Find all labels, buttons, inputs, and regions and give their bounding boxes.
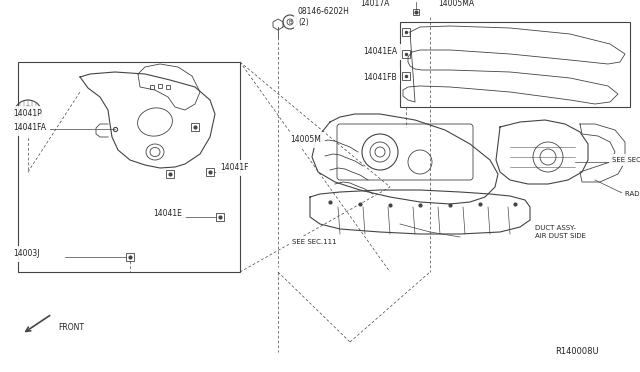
- Text: 14041E: 14041E: [153, 209, 182, 218]
- Bar: [126, 253, 134, 261]
- Text: 14041P: 14041P: [13, 109, 42, 119]
- Text: 14003J: 14003J: [13, 250, 40, 259]
- Text: R140008U: R140008U: [555, 347, 598, 356]
- Bar: [206, 168, 214, 176]
- Bar: [400, 22, 630, 107]
- Text: 14017A: 14017A: [360, 0, 389, 9]
- Text: 14041EA: 14041EA: [363, 48, 397, 57]
- Text: SEE SEC.223: SEE SEC.223: [612, 157, 640, 163]
- Text: 14041FA: 14041FA: [13, 124, 46, 132]
- Bar: [402, 28, 410, 36]
- Text: FRONT: FRONT: [58, 324, 84, 333]
- Bar: [413, 9, 419, 15]
- Bar: [191, 123, 199, 131]
- Bar: [166, 85, 170, 89]
- Text: 14041FB: 14041FB: [363, 73, 397, 81]
- Bar: [166, 170, 174, 178]
- Bar: [150, 85, 154, 89]
- Bar: [402, 72, 410, 80]
- Text: 08146-6202H
(2): 08146-6202H (2): [298, 7, 350, 27]
- Bar: [216, 213, 224, 221]
- Text: DUCT ASSY-
AIR DUST SIDE: DUCT ASSY- AIR DUST SIDE: [535, 225, 586, 238]
- Text: SEE SEC.111: SEE SEC.111: [292, 239, 337, 245]
- Text: B: B: [288, 19, 292, 25]
- Bar: [158, 84, 162, 88]
- Bar: [402, 50, 410, 58]
- Text: 14005MA: 14005MA: [438, 0, 474, 9]
- Text: 14041F: 14041F: [220, 164, 248, 173]
- Bar: [18, 62, 240, 272]
- Text: RAD CORE: RAD CORE: [625, 191, 640, 197]
- Text: 14005M: 14005M: [290, 135, 321, 144]
